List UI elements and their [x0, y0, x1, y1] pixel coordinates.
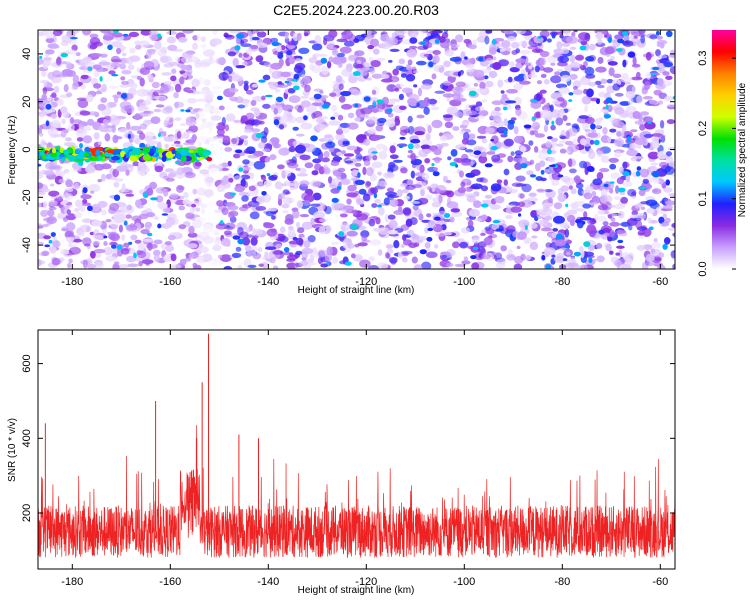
colorbar-tick-label: 0.3: [697, 50, 709, 65]
spectrogram-x-label: Height of straight line (km): [298, 285, 415, 296]
spectrogram-y-tick-label: 40: [21, 48, 33, 60]
snr-y-tick-label: 400: [21, 429, 33, 447]
snr-series: [38, 333, 675, 558]
spectrogram-x-tick-label: -80: [554, 276, 570, 288]
spectrogram-x-tick-label: -120: [355, 276, 377, 288]
spectrogram-x-tick-label: -60: [652, 276, 668, 288]
snr-line: [38, 425, 675, 558]
colorbar-axis: 0.0 0.1 0.2 0.3: [697, 50, 736, 277]
snr-frame: [37, 329, 676, 570]
spectrogram-x-tick-label: -160: [159, 276, 181, 288]
snr-x-tick-label: -80: [554, 576, 570, 588]
spectrogram-y-label: Frequency (Hz): [7, 116, 18, 185]
snr-y-tick-label: 600: [21, 354, 33, 372]
snr-x-tick-label: -160: [159, 576, 181, 588]
snr-y-tick-label: 200: [21, 504, 33, 522]
snr-x-tick-label: -60: [652, 576, 668, 588]
colorbar: 0.0 0.1 0.2 0.3 Normalized spectral amplitu…: [697, 30, 748, 277]
spectrogram-y-tick-label: 0: [21, 146, 33, 152]
colorbar-label: Normalized spectral amplitude: [737, 82, 748, 217]
spectrogram-y-tick-label: -40: [21, 237, 33, 253]
snr-x-axis: -180 -160 -140 -120 -100 -80 -60: [61, 330, 668, 588]
spectrogram-y-tick-label: 20: [21, 96, 33, 108]
colorbar-tick-label: 0.1: [697, 191, 709, 206]
snr-panel: -180 -160 -140 -120 -100 -80 -60 200 400 600 Hei…: [7, 329, 676, 596]
snr-x-label: Height of straight line (km): [298, 585, 415, 596]
spectrogram-y-tick-label: -20: [21, 189, 33, 205]
colorbar-scale: [712, 30, 736, 269]
colorbar-tick-label: 0.2: [697, 121, 709, 136]
snr-x-tick-label: -100: [453, 576, 475, 588]
snr-y-label: SNR (10 * v/v): [7, 418, 18, 482]
spectrogram-x-tick-label: -100: [453, 276, 475, 288]
chart-title: C2E5.2024.223.00.20.R03: [273, 2, 439, 18]
spectrogram-heatmap: [38, 30, 675, 269]
spectrogram-x-tick-label: -180: [61, 276, 83, 288]
spectrogram-panel: -180 -160 -140 -120 -100 -80 -60 -40 -20 0 20 40 H…: [7, 29, 676, 296]
spectrogram-y-axis: -40 -20 0 20 40: [21, 48, 675, 253]
snr-y-axis: 200 400 600: [21, 354, 675, 522]
colorbar-tick-label: 0.0: [697, 261, 709, 276]
snr-x-tick-label: -120: [355, 576, 377, 588]
snr-x-tick-label: -140: [257, 576, 279, 588]
spectrogram-x-axis: -180 -160 -140 -120 -100 -80 -60: [61, 30, 668, 288]
snr-x-tick-label: -180: [61, 576, 83, 588]
spectrogram-x-tick-label: -140: [257, 276, 279, 288]
